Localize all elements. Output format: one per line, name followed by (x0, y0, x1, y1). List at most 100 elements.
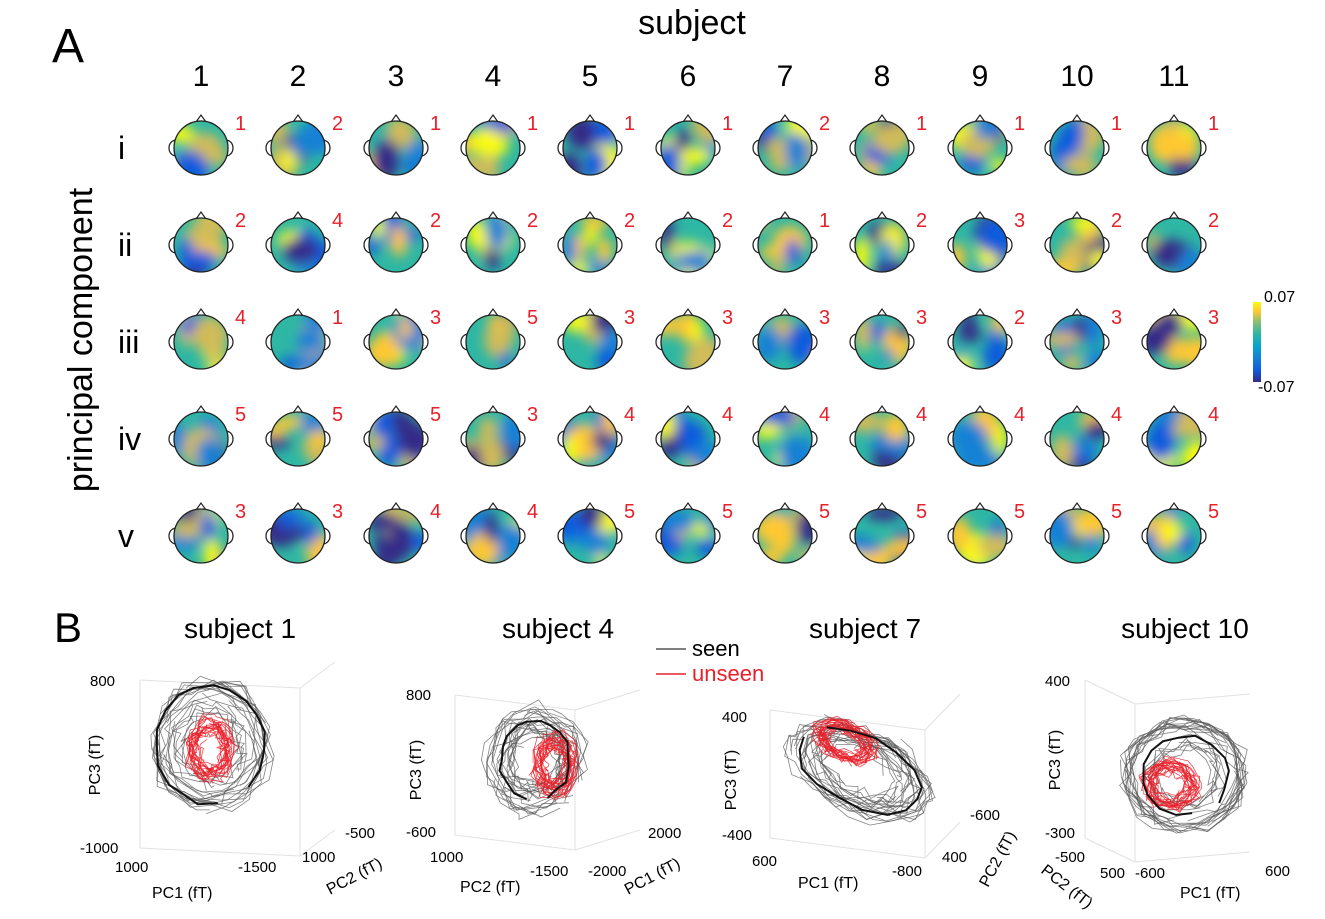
rank-label: 4 (722, 404, 733, 426)
rank-label: 1 (819, 210, 830, 232)
seen-trial-line (155, 687, 263, 797)
rank-label: 5 (430, 404, 441, 426)
z-axis-label: PC3 (fT) (87, 735, 104, 795)
left-ear (460, 236, 468, 254)
seen-trial-line (172, 704, 249, 788)
head-outline (173, 314, 229, 370)
nose (584, 404, 596, 414)
right-ear (713, 527, 721, 545)
x-tick-2: 600 (1265, 863, 1290, 880)
left-ear (460, 333, 468, 351)
left-ear (265, 236, 273, 254)
right-ear (1199, 333, 1207, 351)
left-ear (363, 430, 371, 448)
right-ear (518, 236, 526, 254)
head-outline (1049, 120, 1105, 176)
right-ear (1102, 430, 1110, 448)
head-outline (173, 411, 229, 467)
rank-label: 1 (1111, 113, 1122, 135)
right-ear (1199, 139, 1207, 157)
left-ear (655, 139, 663, 157)
subject-header-1: 1 (193, 60, 210, 93)
unseen-trial-line (820, 724, 868, 764)
left-ear (1141, 333, 1149, 351)
topomap-iii-subject-7: 3 (752, 307, 830, 370)
axes-box (769, 693, 961, 859)
left-ear (460, 430, 468, 448)
topomap-ii-subject-8: 2 (849, 210, 927, 273)
topomap-v-subject-8: 5 (849, 501, 927, 564)
z-tick-max: 800 (90, 673, 115, 690)
rank-label: 4 (332, 210, 343, 232)
nose (682, 404, 694, 414)
subject-headers: 1 2 3 4 5 6 7 8 9 10 11 (193, 60, 1190, 93)
topomap-ii-subject-11: 2 (1141, 210, 1219, 273)
topomap-v-subject-5: 5 (557, 501, 635, 564)
left-ear (1044, 139, 1052, 157)
right-ear (226, 333, 234, 351)
seen-trial-line (485, 709, 585, 815)
right-ear (810, 430, 818, 448)
topomap-i-subject-6: 1 (655, 113, 733, 176)
legend-unseen-label: unseen (692, 661, 764, 686)
y-tick-1: -2000 (588, 863, 626, 880)
topomap-v-subject-6: 5 (655, 501, 733, 564)
right-ear (713, 139, 721, 157)
right-ear (1005, 333, 1013, 351)
nose (779, 210, 791, 220)
rank-label: 3 (235, 501, 246, 523)
head-outline (562, 120, 618, 176)
nose (195, 307, 207, 317)
unseen-trial-line (191, 726, 230, 772)
topomap-i-subject-9: 1 (947, 113, 1025, 176)
trajectory-plot-subject-10: subject 10 400 -300 PC3 (fT) 500 -500 PC… (1038, 613, 1290, 912)
topomap-iv-subject-1: 5 (168, 404, 246, 467)
right-ear (615, 430, 623, 448)
nose (974, 501, 986, 511)
head-outline (854, 411, 910, 467)
nose (1071, 307, 1083, 317)
y-tick-1: 1000 (302, 849, 335, 866)
topomap-ii-subject-4: 2 (460, 210, 538, 273)
colorbar-gradient (1253, 302, 1261, 382)
subject-header-4: 4 (485, 60, 502, 93)
seen-mean-line (798, 726, 923, 816)
left-ear (849, 139, 857, 157)
rank-label: 3 (1014, 210, 1025, 232)
nose (779, 404, 791, 414)
y-tick-1: 400 (942, 849, 967, 866)
topomap-iv-subject-2: 5 (265, 404, 343, 467)
topomap-v-subject-9: 5 (947, 501, 1025, 564)
colorbar-min-label: -0.07 (1258, 379, 1295, 396)
right-ear (1102, 527, 1110, 545)
y-tick-2: -500 (345, 825, 375, 842)
nose (779, 501, 791, 511)
z-axis-label: PC3 (fT) (408, 740, 425, 800)
nose (390, 307, 402, 317)
rank-label: 5 (624, 501, 635, 523)
head-outline (465, 508, 521, 564)
left-ear (655, 527, 663, 545)
rank-label: 5 (1111, 501, 1122, 523)
head-outline (952, 217, 1008, 273)
column-header: subject (638, 4, 746, 42)
component-label-v: v (118, 518, 134, 554)
rank-label: 2 (430, 210, 441, 232)
left-ear (557, 139, 565, 157)
rank-label: 3 (916, 307, 927, 329)
right-ear (1102, 333, 1110, 351)
x-tick-2: -1500 (530, 863, 568, 880)
nose (195, 113, 207, 123)
nose (584, 210, 596, 220)
rank-label: 2 (916, 210, 927, 232)
rank-label: 3 (1111, 307, 1122, 329)
rank-label: 4 (527, 501, 538, 523)
head-outline (562, 217, 618, 273)
nose (1168, 210, 1180, 220)
unseen-trial-line (184, 713, 240, 783)
topomap-ii-subject-3: 2 (363, 210, 441, 273)
left-ear (752, 430, 760, 448)
component-label-i: i (118, 130, 125, 166)
rank-label: 1 (722, 113, 733, 135)
z-tick-max: 400 (1045, 673, 1070, 690)
